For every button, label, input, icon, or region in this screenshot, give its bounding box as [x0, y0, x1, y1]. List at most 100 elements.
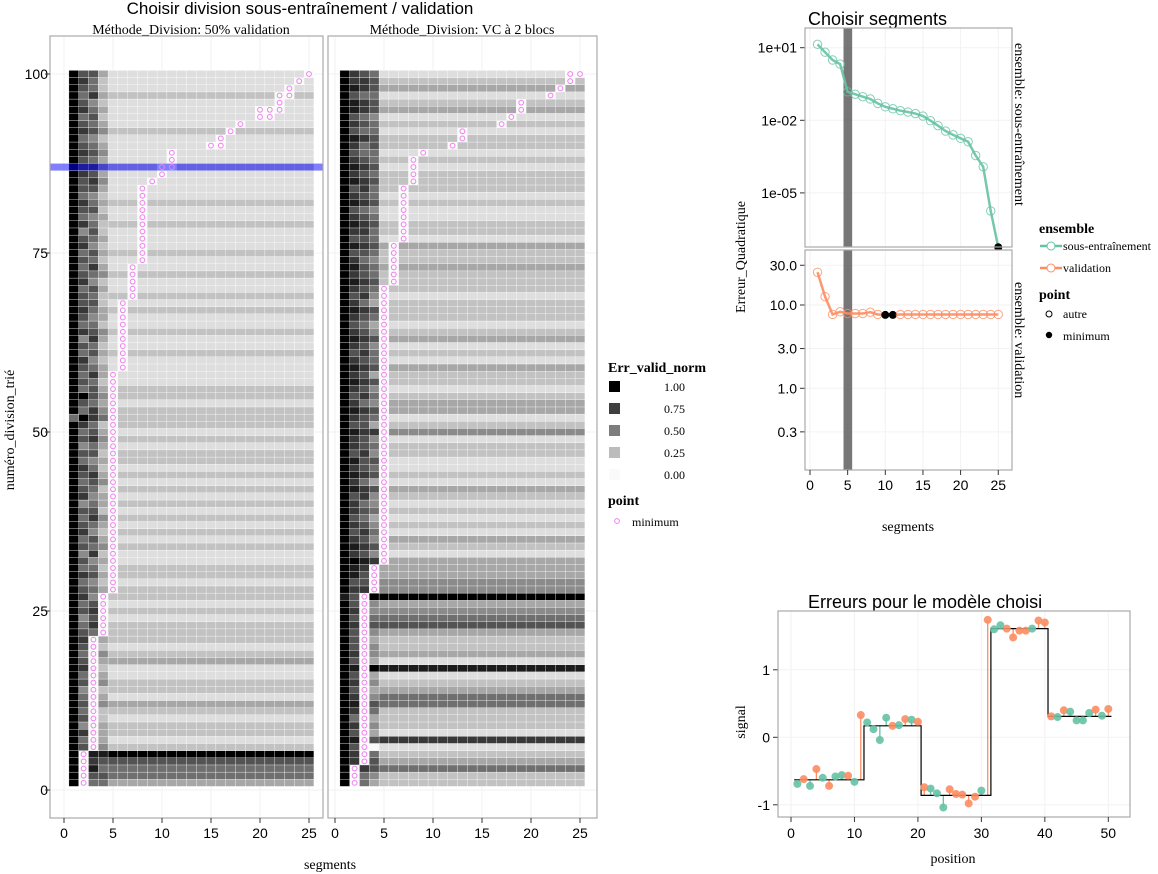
heatmap-cell	[437, 464, 448, 472]
heatmap-cell	[339, 449, 350, 458]
heatmap-cell	[388, 149, 399, 157]
heatmap-cell	[349, 499, 360, 508]
heatmap-cell	[418, 349, 429, 357]
heatmap-cell	[359, 134, 370, 143]
heatmap-cell	[264, 141, 275, 150]
heatmap-cell	[147, 292, 158, 300]
heatmap-cell	[147, 492, 158, 501]
heatmap-cell	[264, 191, 275, 200]
heatmap-cell	[418, 220, 429, 229]
heatmap-cell	[303, 292, 315, 300]
heatmap-cell	[264, 764, 275, 773]
heatmap-cell	[339, 392, 350, 400]
heatmap-cell	[303, 628, 315, 637]
heatmap-cell	[496, 464, 507, 472]
heatmap-cell	[98, 499, 109, 508]
heatmap-cell	[457, 492, 468, 501]
heatmap-cell	[467, 707, 478, 715]
heatmap-cell	[398, 471, 409, 479]
heatmap-cell	[486, 757, 497, 766]
heatmap-cell	[156, 84, 168, 93]
heatmap-cell	[506, 428, 517, 436]
heatmap-cell	[457, 707, 468, 715]
heatmap-cell	[117, 664, 128, 673]
heatmap-cell	[427, 600, 439, 608]
heatmap-cell	[555, 499, 566, 508]
heatmap-cell	[245, 628, 256, 637]
heatmap-cell	[156, 585, 168, 594]
heatmap-cell	[339, 170, 350, 178]
heatmap-cell	[408, 657, 419, 665]
heatmap-cell	[565, 564, 576, 572]
heatmap-cell	[166, 728, 177, 737]
heatmap-cell	[408, 191, 419, 200]
heatmap-cell	[147, 664, 158, 673]
heatmap-cell	[535, 349, 546, 357]
heatmap-cell	[254, 693, 266, 701]
heatmap-cell	[245, 406, 256, 415]
heatmap-cell	[427, 743, 439, 751]
heatmap-cell	[486, 320, 497, 329]
heatmap-cell	[506, 149, 517, 157]
heatmap-cell	[496, 292, 507, 300]
heatmap-cell	[264, 578, 275, 587]
heatmap-cell	[545, 449, 556, 458]
heatmap-cell	[254, 700, 266, 708]
heatmap-cell	[98, 370, 109, 379]
heatmap-cell	[156, 220, 168, 229]
heatmap-cell	[186, 177, 197, 186]
heatmap-cell	[467, 249, 478, 257]
heatmap-cell	[378, 263, 390, 272]
heatmap-cell	[388, 571, 399, 579]
heatmap-cell	[294, 528, 305, 536]
heatmap-cell	[427, 779, 439, 787]
heatmap-cell	[147, 98, 158, 107]
minimum-marker	[119, 307, 126, 314]
heatmap-cell	[476, 270, 488, 279]
heatmap-cell	[88, 370, 99, 379]
heatmap-cell	[516, 406, 527, 415]
heatmap-cell	[408, 750, 419, 758]
heatmap-cell	[88, 363, 99, 372]
heatmap-cell	[476, 335, 488, 343]
heatmap-cell	[156, 249, 168, 257]
heatmap-cell	[506, 585, 517, 594]
heatmap-cell	[127, 98, 138, 107]
heatmap-cell	[205, 700, 217, 708]
heatmap-cell	[535, 686, 546, 694]
heatmap-cell	[137, 413, 148, 422]
heatmap-cell	[147, 285, 158, 293]
heatmap-cell	[68, 342, 79, 350]
heatmap-cell	[427, 356, 439, 365]
heatmap-cell	[408, 721, 419, 730]
heatmap-cell	[388, 549, 399, 558]
heatmap-cell	[476, 557, 488, 565]
heatmap-cell	[166, 578, 177, 587]
heatmap-cell	[476, 199, 488, 207]
heatmap-cell	[245, 478, 256, 486]
heatmap-cell	[457, 728, 468, 737]
heatmap-cell	[264, 299, 275, 307]
heatmap-cell	[476, 507, 488, 515]
heatmap-cell	[284, 378, 295, 386]
heatmap-cell	[535, 750, 546, 758]
heatmap-cell	[496, 285, 507, 293]
heatmap-cell	[147, 750, 158, 758]
heatmap-cell	[486, 392, 497, 400]
heatmap-cell	[555, 134, 566, 143]
heatmap-cell	[427, 435, 439, 443]
heatmap-cell	[176, 700, 187, 708]
heatmap-cell	[369, 220, 380, 229]
heatmap-cell	[147, 686, 158, 694]
heatmap-cell	[245, 98, 256, 107]
heatmap-cell	[516, 113, 527, 121]
heatmap-cell	[127, 349, 138, 357]
heatmap-cell	[235, 234, 246, 243]
heatmap-cell	[107, 628, 119, 637]
heatmap-cell	[545, 456, 556, 465]
heatmap-cell	[294, 392, 305, 400]
heatmap-cell	[98, 199, 109, 207]
heatmap-cell	[535, 449, 546, 458]
heatmap-cell	[525, 585, 537, 594]
heatmap-cell	[127, 521, 138, 529]
